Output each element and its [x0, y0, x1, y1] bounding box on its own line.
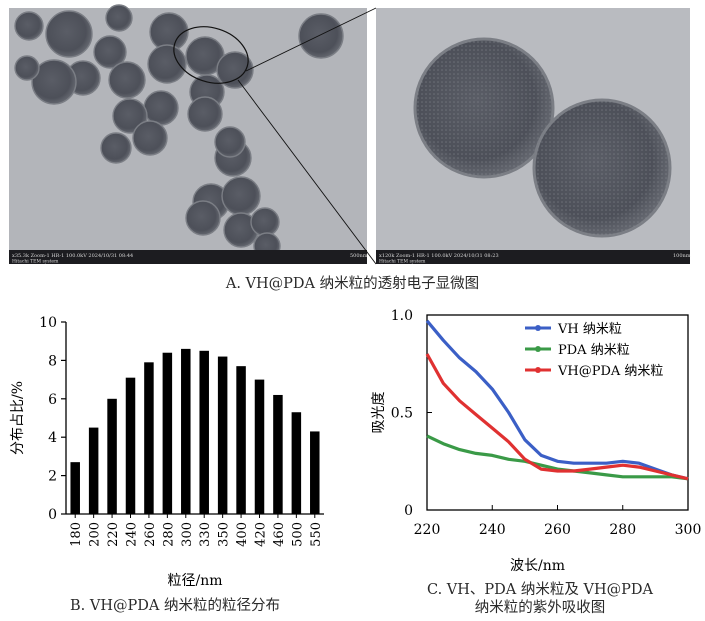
tem-left-particles [14, 4, 344, 260]
bar [162, 352, 173, 514]
tem-particle [187, 96, 223, 132]
tem-particle [185, 200, 221, 236]
tem-right-info-bar [376, 250, 690, 264]
bar-x-tick-label: 300 [180, 522, 195, 547]
bar [144, 362, 154, 514]
tem-particle [108, 61, 146, 99]
bar-x-tick-label: 500 [290, 522, 305, 547]
tem-particle [221, 176, 261, 216]
series-line [426, 434, 689, 481]
bar-x-tick-label: 220 [106, 522, 121, 547]
tem-left-scale: 500nm [350, 253, 368, 259]
tem-particle [112, 98, 148, 134]
bar-y-axis-label: 分布占比/% [10, 381, 26, 455]
tem-particle [132, 120, 168, 156]
line-x-tick-label: 280 [609, 522, 636, 538]
bar-y-tick-label: 2 [48, 469, 57, 485]
bar [88, 427, 99, 514]
line-y-tick-label: 1.0 [391, 308, 413, 324]
line-x-tick-label: 260 [544, 522, 571, 538]
tem-particle [105, 4, 133, 32]
tem-right-info-sub: Hitachi TEM system [379, 259, 426, 265]
legend-label: VH 纳米粒 [557, 322, 622, 337]
line-x-tick-label: 240 [479, 522, 506, 538]
tem-left-info-sub: Hitachi TEM system [12, 259, 59, 265]
tem-particle [14, 55, 40, 81]
line-y-tick-label: 0 [404, 503, 413, 519]
bar [70, 462, 80, 514]
tem-particle [250, 207, 280, 237]
panel-c-caption-line1: C. VH、PDA 纳米粒及 VH@PDA [427, 582, 653, 598]
legend-label: PDA 纳米粒 [558, 343, 630, 358]
bar [181, 348, 191, 514]
line-x-axis-label: 波长/nm [510, 558, 565, 574]
panel-c-caption-line2: 纳米粒的紫外吸收图 [474, 600, 606, 616]
tem-right-info-text: x120k Zoom-1 HR-1 100.0kV 2024/10/31 08:… [379, 253, 499, 259]
line-x-tick-label: 300 [675, 522, 702, 538]
line-x-tick-label: 220 [414, 522, 441, 538]
tem-particle [100, 132, 132, 164]
panel-a: x35.3k Zoom-1 HR-1 100.0kV 2024/10/31 08… [0, 0, 705, 300]
tem-left-info-bar [9, 250, 367, 264]
zoom-line-top [245, 7, 377, 72]
bar-x-tick-label: 200 [88, 522, 103, 547]
legend-label: VH@PDA 纳米粒 [557, 364, 663, 379]
bar [273, 394, 283, 514]
bar [291, 412, 302, 514]
bar-x-tick-label: 330 [198, 522, 213, 547]
bar [217, 356, 228, 514]
zoom-ellipse [173, 26, 249, 84]
bar [254, 379, 265, 514]
tem-particle [214, 126, 246, 158]
legend-marker [535, 325, 541, 331]
tem-left-info-text: x35.3k Zoom-1 HR-1 100.0kV 2024/10/31 08… [12, 253, 133, 259]
bar-y-tick-label: 4 [48, 430, 57, 446]
tem-right-scale: 100nm [673, 253, 691, 259]
line-y-tick-label: 0.5 [391, 406, 413, 422]
bar [310, 431, 320, 514]
size-distribution-chart: 0 2 4 6 8 10 180 200 220 240 260 280 300 330 350 400 420… [10, 315, 324, 589]
tem-particle [147, 44, 187, 84]
legend-marker [535, 346, 541, 352]
bar-x-tick-label: 460 [272, 522, 287, 547]
tem-particle [143, 90, 179, 126]
line-y-axis-label: 吸光度 [371, 392, 387, 434]
bar [199, 350, 209, 514]
tem-figure: x35.3k Zoom-1 HR-1 100.0kV 2024/10/31 08… [9, 4, 691, 265]
tem-particle [216, 51, 254, 89]
bar-x-tick-label: 180 [69, 522, 84, 547]
bar [125, 377, 136, 514]
bar-y-tick-label: 10 [39, 315, 57, 331]
bar-y-tick-label: 6 [48, 392, 57, 408]
series-line [425, 353, 689, 481]
legend-marker [535, 367, 541, 373]
bar-y-tick-label: 8 [48, 353, 57, 369]
bar-x-tick-label: 420 [254, 522, 269, 547]
bar-x-tick-label: 350 [217, 522, 232, 547]
bar-x-tick-label: 550 [309, 522, 324, 547]
bar-y-tick-label: 0 [48, 507, 57, 523]
bar [236, 366, 246, 514]
bar-x-tick-label: 240 [125, 522, 140, 547]
tem-particle [93, 35, 127, 69]
panel-b-caption: B. VH@PDA 纳米粒的粒径分布 [70, 598, 280, 614]
bar-x-tick-label: 260 [143, 522, 158, 547]
series-line [425, 319, 689, 481]
tem-particle [45, 10, 93, 58]
bar-x-tick-label: 400 [235, 522, 250, 547]
tem-particle [31, 59, 77, 105]
bar-x-axis-label: 粒径/nm [167, 573, 222, 589]
panel-a-caption: A. VH@PDA 纳米粒的透射电子显微图 [225, 276, 480, 292]
tem-particle [298, 13, 344, 59]
tem-particle [14, 11, 44, 41]
zoom-line-bottom [237, 79, 377, 265]
uv-absorption-chart: 220 240 260 280 300 0 0.5 1.0 VH 纳米粒 PDA 纳米粒 VH@PD… [371, 308, 702, 574]
bar [107, 398, 117, 514]
bar-x-tick-label: 280 [161, 522, 176, 547]
